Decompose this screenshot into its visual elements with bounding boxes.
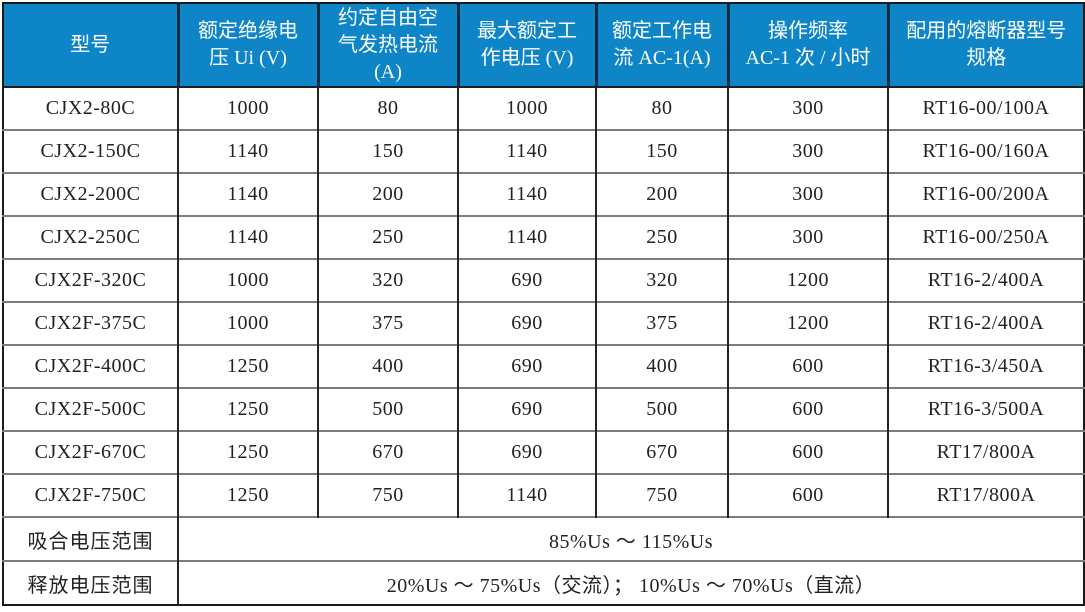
table-row: CJX2F-375C 1000 375 690 375 1200 RT16-2/400A xyxy=(3,301,1084,345)
value-cell: 750 xyxy=(317,473,458,517)
value-cell: 1250 xyxy=(177,387,318,431)
value-cell: 1000 xyxy=(177,86,318,130)
col-header-conventional-free-air-thermal-current: 约定自由空 气发热电流 (A) xyxy=(316,3,458,88)
value-cell: RT16-2/400A xyxy=(887,258,1084,302)
value-cell: 600 xyxy=(727,473,888,517)
value-cell: 300 xyxy=(727,172,888,216)
value-cell: 320 xyxy=(317,258,458,302)
value-cell: 375 xyxy=(317,301,458,345)
value-cell: 690 xyxy=(457,258,596,302)
value-cell: 1250 xyxy=(177,430,318,474)
col-header-model: 型号 xyxy=(3,3,178,88)
value-cell: 1140 xyxy=(457,129,596,173)
value-cell: 1000 xyxy=(177,258,318,302)
pickup-voltage-row: 吸合电压范围 85%Us ～ 115%Us xyxy=(3,516,1084,561)
col-header-operating-frequency: 操作频率 AC-1 次 / 小时 xyxy=(726,3,888,88)
table-row: CJX2-150C 1140 150 1140 150 300 RT16-00/160A xyxy=(3,129,1084,173)
value-cell: 150 xyxy=(317,129,458,173)
value-cell: 600 xyxy=(727,387,888,431)
value-cell: RT16-00/200A xyxy=(887,172,1084,216)
table-row: CJX2-80C 1000 80 1000 80 300 RT16-00/100A xyxy=(3,86,1084,130)
value-cell: 1140 xyxy=(177,215,318,259)
value-cell: 750 xyxy=(595,473,728,517)
table-row: CJX2F-670C 1250 670 690 670 600 RT17/800A xyxy=(3,430,1084,474)
col-header-rated-operational-current-ac1: 额定工作电 流 AC-1(A) xyxy=(594,3,728,88)
value-cell: 690 xyxy=(457,301,596,345)
table-row: CJX2F-500C 1250 500 690 500 600 RT16-3/500A xyxy=(3,387,1084,431)
value-cell: 500 xyxy=(317,387,458,431)
value-cell: 300 xyxy=(727,215,888,259)
value-cell: RT17/800A xyxy=(887,430,1084,474)
model-cell: CJX2F-375C xyxy=(3,301,178,345)
model-cell: CJX2F-320C xyxy=(3,258,178,302)
value-cell: RT16-3/500A xyxy=(887,387,1084,431)
model-cell: CJX2-200C xyxy=(3,172,178,216)
value-cell: 1140 xyxy=(177,129,318,173)
value-cell: 1140 xyxy=(457,473,596,517)
value-cell: RT16-00/160A xyxy=(887,129,1084,173)
release-voltage-row: 释放电压范围 20%Us ～ 75%Us（交流）； 10%Us ～ 70%Us（… xyxy=(3,560,1084,605)
col-header-max-rated-operational-voltage: 最大额定工 作电压 (V) xyxy=(456,3,596,88)
table-row: CJX2F-750C 1250 750 1140 750 600 RT17/800A xyxy=(3,473,1084,517)
value-cell: 600 xyxy=(727,430,888,474)
value-cell: RT16-2/400A xyxy=(887,301,1084,345)
release-voltage-value: 20%Us ～ 75%Us（交流）； 10%Us ～ 70%Us（直流） xyxy=(177,560,1084,605)
value-cell: RT16-00/100A xyxy=(887,86,1084,130)
value-cell: 80 xyxy=(317,86,458,130)
value-cell: 1000 xyxy=(457,86,596,130)
value-cell: 670 xyxy=(595,430,728,474)
value-cell: 600 xyxy=(727,344,888,388)
value-cell: 670 xyxy=(317,430,458,474)
value-cell: 500 xyxy=(595,387,728,431)
value-cell: 1140 xyxy=(457,172,596,216)
table-row: CJX2-250C 1140 250 1140 250 300 RT16-00/250A xyxy=(3,215,1084,259)
value-cell: 400 xyxy=(317,344,458,388)
value-cell: 80 xyxy=(595,86,728,130)
model-cell: CJX2-80C xyxy=(3,86,178,130)
model-cell: CJX2-150C xyxy=(3,129,178,173)
value-cell: 400 xyxy=(595,344,728,388)
col-header-rated-insulation-voltage: 额定绝缘电 压 Ui (V) xyxy=(176,3,318,88)
value-cell: 1200 xyxy=(727,258,888,302)
value-cell: 320 xyxy=(595,258,728,302)
value-cell: 1200 xyxy=(727,301,888,345)
value-cell: 1140 xyxy=(177,172,318,216)
value-cell: 1000 xyxy=(177,301,318,345)
pickup-voltage-value: 85%Us ～ 115%Us xyxy=(177,516,1084,561)
model-cell: CJX2F-500C xyxy=(3,387,178,431)
value-cell: RT17/800A xyxy=(887,473,1084,517)
value-cell: 375 xyxy=(595,301,728,345)
model-cell: CJX2F-400C xyxy=(3,344,178,388)
value-cell: 1250 xyxy=(177,473,318,517)
value-cell: 250 xyxy=(317,215,458,259)
value-cell: 690 xyxy=(457,344,596,388)
value-cell: 200 xyxy=(595,172,728,216)
model-cell: CJX2F-670C xyxy=(3,430,178,474)
release-voltage-label: 释放电压范围 xyxy=(3,560,178,605)
value-cell: 200 xyxy=(317,172,458,216)
table-row: CJX2F-400C 1250 400 690 400 600 RT16-3/450A xyxy=(3,344,1084,388)
col-header-fuse-model-spec: 配用的熔断器型号 规格 xyxy=(886,3,1084,88)
model-cell: CJX2F-750C xyxy=(3,473,178,517)
header-row: 型号 额定绝缘电 压 Ui (V) 约定自由空 气发热电流 (A) 最大额定工 … xyxy=(3,3,1084,88)
table-row: CJX2F-320C 1000 320 690 320 1200 RT16-2/400A xyxy=(3,258,1084,302)
value-cell: 1250 xyxy=(177,344,318,388)
model-cell: CJX2-250C xyxy=(3,215,178,259)
value-cell: 250 xyxy=(595,215,728,259)
value-cell: RT16-3/450A xyxy=(887,344,1084,388)
value-cell: RT16-00/250A xyxy=(887,215,1084,259)
value-cell: 690 xyxy=(457,430,596,474)
table-row: CJX2-200C 1140 200 1140 200 300 RT16-00/200A xyxy=(3,172,1084,216)
value-cell: 690 xyxy=(457,387,596,431)
value-cell: 300 xyxy=(727,86,888,130)
value-cell: 300 xyxy=(727,129,888,173)
pickup-voltage-label: 吸合电压范围 xyxy=(3,516,178,561)
value-cell: 150 xyxy=(595,129,728,173)
value-cell: 1140 xyxy=(457,215,596,259)
